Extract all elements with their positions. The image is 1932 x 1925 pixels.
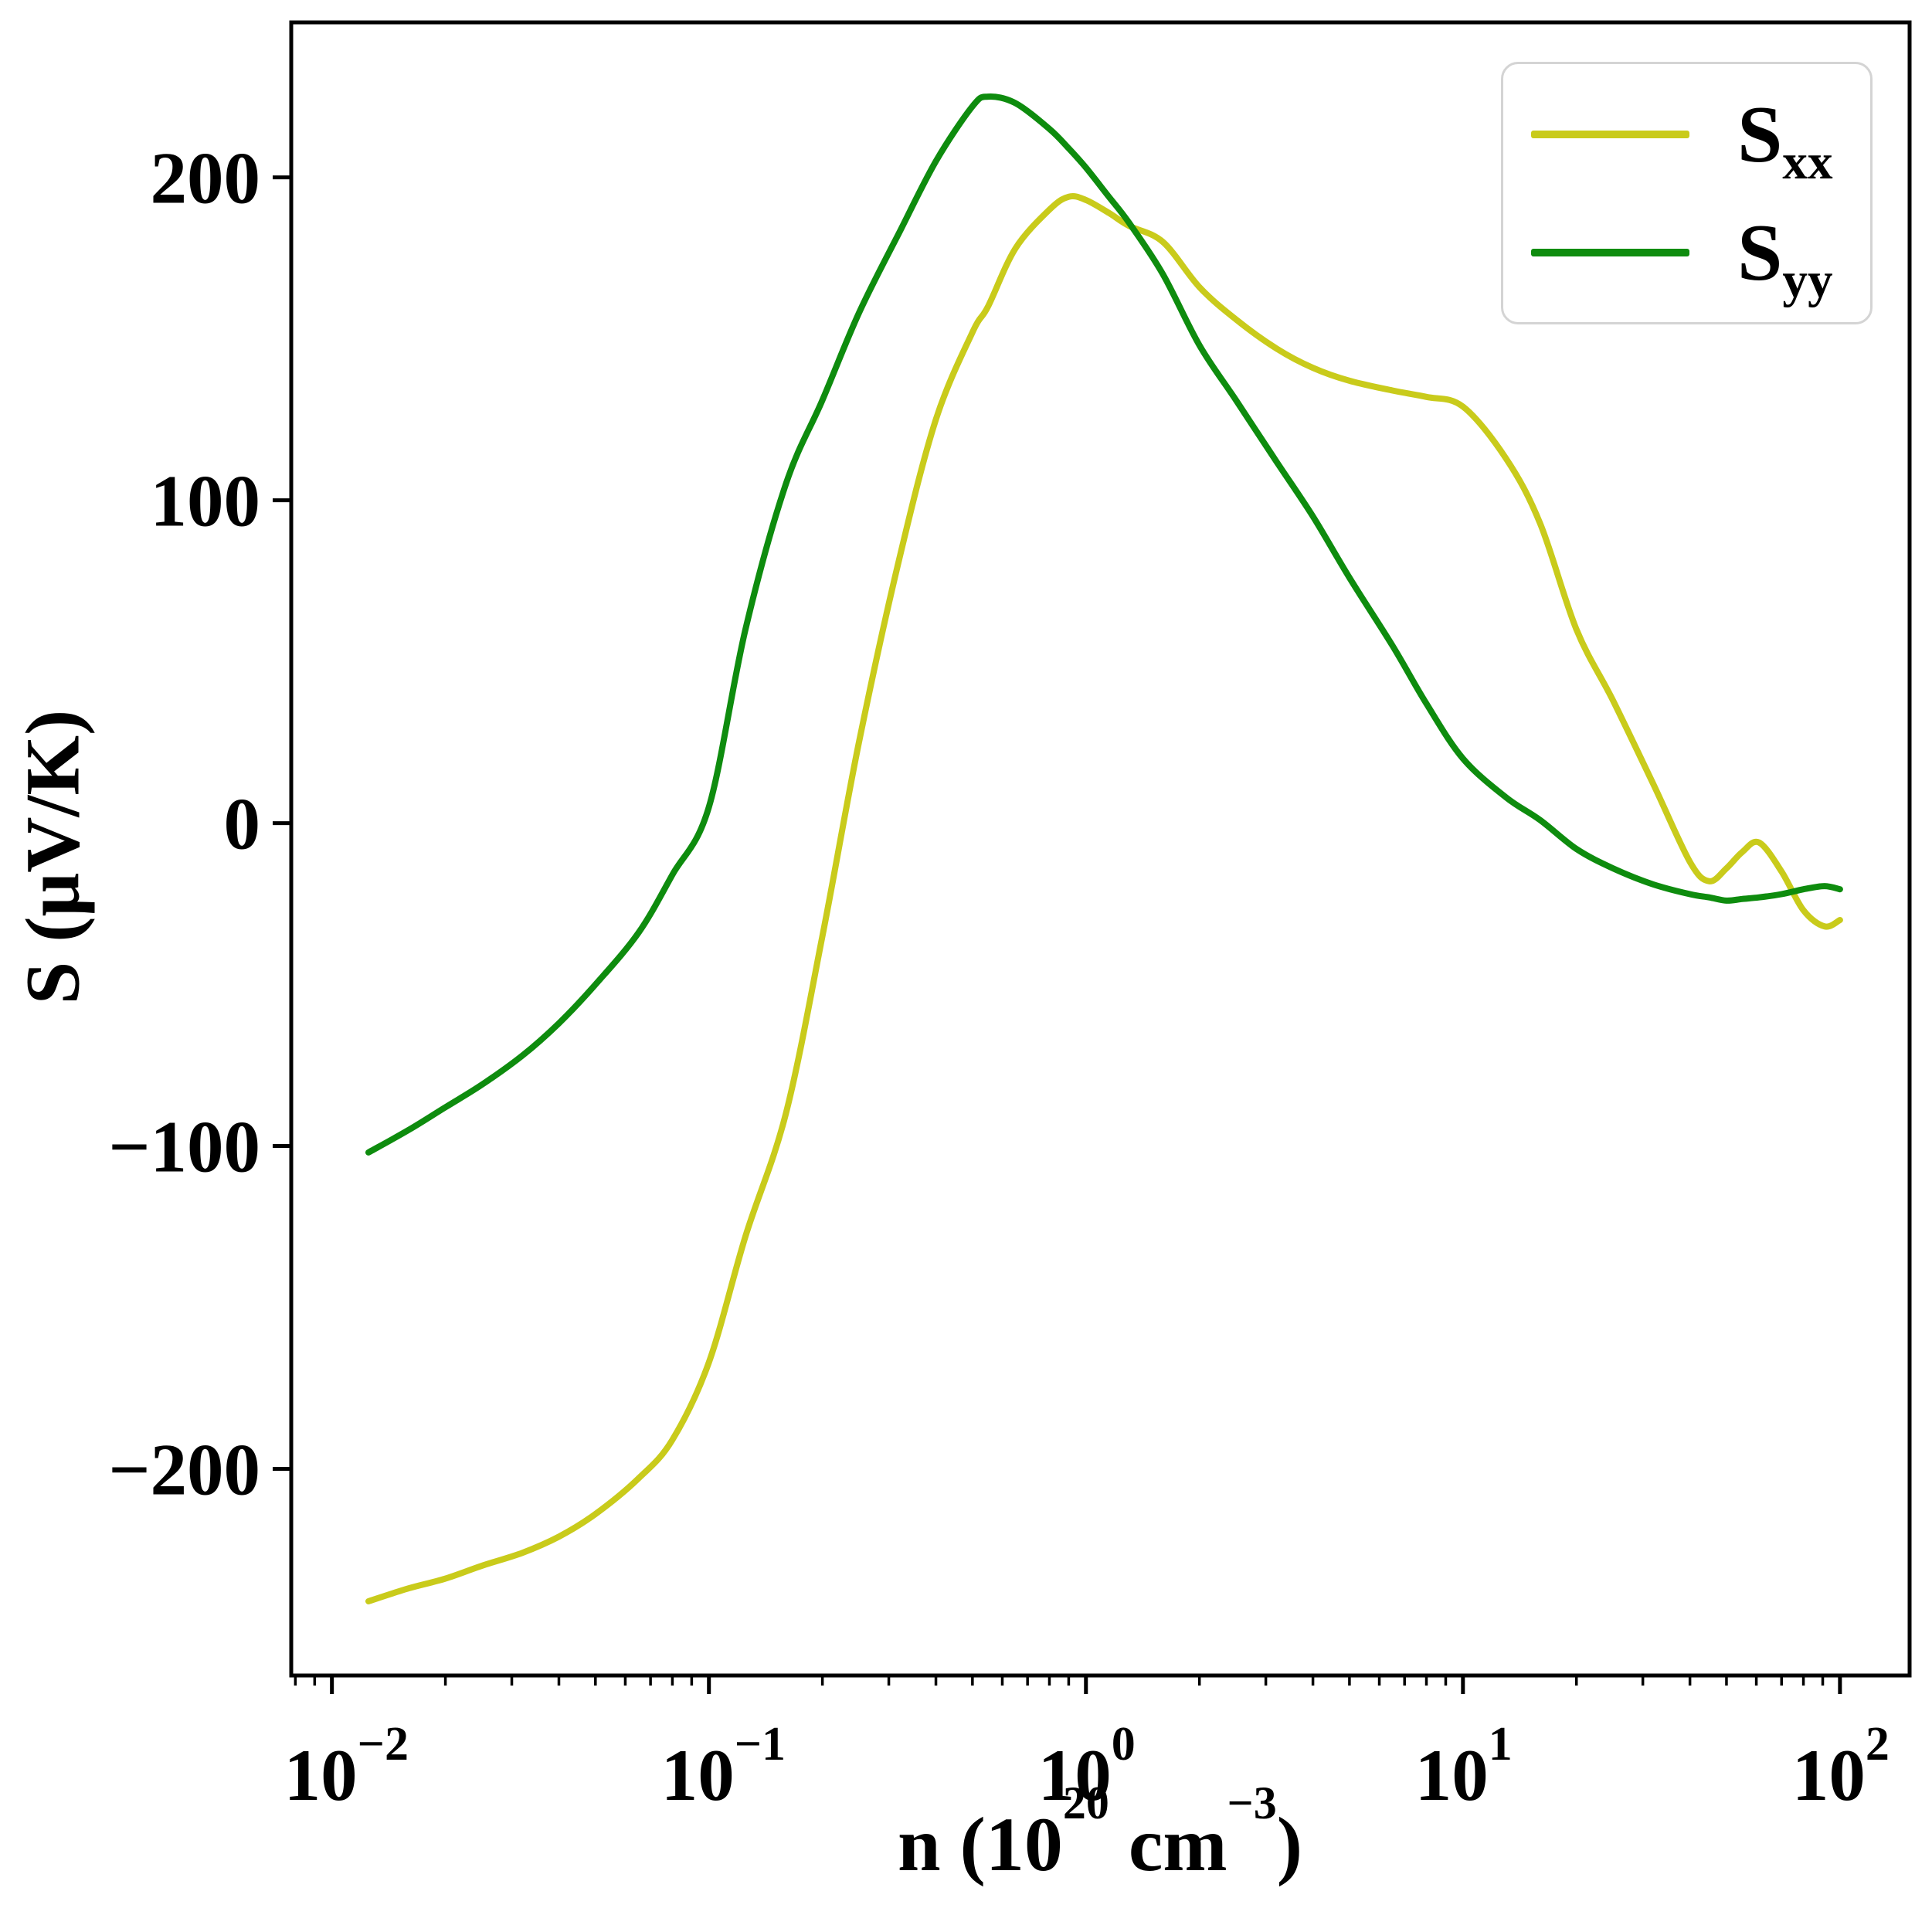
y-axis-ticks: 200 100 0 −100 −200 bbox=[108, 138, 291, 1511]
syy-legend-label: Syy bbox=[1737, 207, 1833, 308]
axes-frame bbox=[289, 20, 1912, 1678]
x-tick-label: 10−2 bbox=[284, 1718, 409, 1816]
x-axis-label: n (1020 cm−3) bbox=[897, 1777, 1303, 1887]
y-tick-label: 100 bbox=[151, 460, 261, 542]
sxx-legend-label: Sxx bbox=[1737, 89, 1833, 190]
x-tick-label: 10−1 bbox=[661, 1718, 786, 1816]
y-tick-label: −100 bbox=[108, 1106, 260, 1188]
y-tick-label: 200 bbox=[151, 138, 261, 219]
x-axis-ticks: 10−2 10−1 100 101 102 bbox=[284, 1675, 1890, 1816]
y-tick-label: −200 bbox=[108, 1429, 260, 1511]
x-tick-label: 102 bbox=[1792, 1718, 1890, 1816]
sxx-curve bbox=[365, 192, 1843, 1604]
y-axis-label: S (μV/K) bbox=[9, 709, 96, 1005]
legend: Sxx Syy bbox=[1501, 62, 1873, 324]
sxx-legend-line bbox=[1531, 130, 1689, 138]
x-tick-label: 100 bbox=[1038, 1718, 1136, 1816]
syy-legend-line bbox=[1531, 248, 1689, 256]
legend-item-syy: Syy bbox=[1531, 207, 1842, 308]
legend-item-sxx: Sxx bbox=[1531, 89, 1842, 190]
syy-curve bbox=[365, 93, 1843, 1156]
y-tick-label: 0 bbox=[224, 783, 261, 865]
x-tick-label: 101 bbox=[1415, 1718, 1513, 1816]
